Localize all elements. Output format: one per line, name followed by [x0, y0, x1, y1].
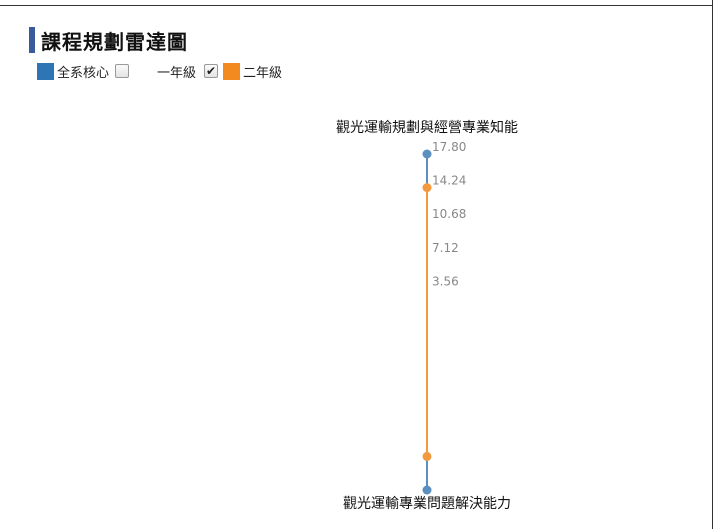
page-title: 課程規劃雷達圖 [41, 29, 188, 54]
title-accent-bar [29, 27, 35, 53]
legend-label-year2: 二年級 [243, 65, 283, 81]
tick-label: 17.80 [432, 140, 466, 154]
legend-swatch-core [37, 62, 54, 80]
series-point-1-1 [422, 451, 432, 461]
tick-label: 7.12 [432, 241, 459, 255]
series-point-1-0 [422, 183, 432, 193]
chart-header: 課程規劃雷達圖 [29, 27, 188, 54]
legend-checkbox-core[interactable] [115, 64, 130, 78]
legend-label-core: 全系核心 [57, 65, 110, 81]
chart-legend: 全系核心 一年級 ✔ 二年級 [37, 62, 283, 81]
legend-label-year1: 一年級 [157, 65, 197, 81]
legend-swatch-year2 [223, 62, 241, 80]
legend-checkbox-year1[interactable]: ✔ [204, 64, 219, 78]
series-point-0-0 [422, 149, 432, 159]
tick-label: 3.56 [432, 274, 459, 288]
top-divider [0, 5, 712, 6]
tick-label: 14.24 [432, 174, 466, 188]
axis-label-1: 觀光運輸專業問題解決能力 [343, 496, 511, 512]
right-divider [712, 0, 713, 529]
tick-label: 10.68 [432, 207, 466, 221]
series-point-0-1 [422, 485, 432, 495]
axis-label-0: 觀光運輸規劃與經營專業知能 [336, 119, 518, 136]
